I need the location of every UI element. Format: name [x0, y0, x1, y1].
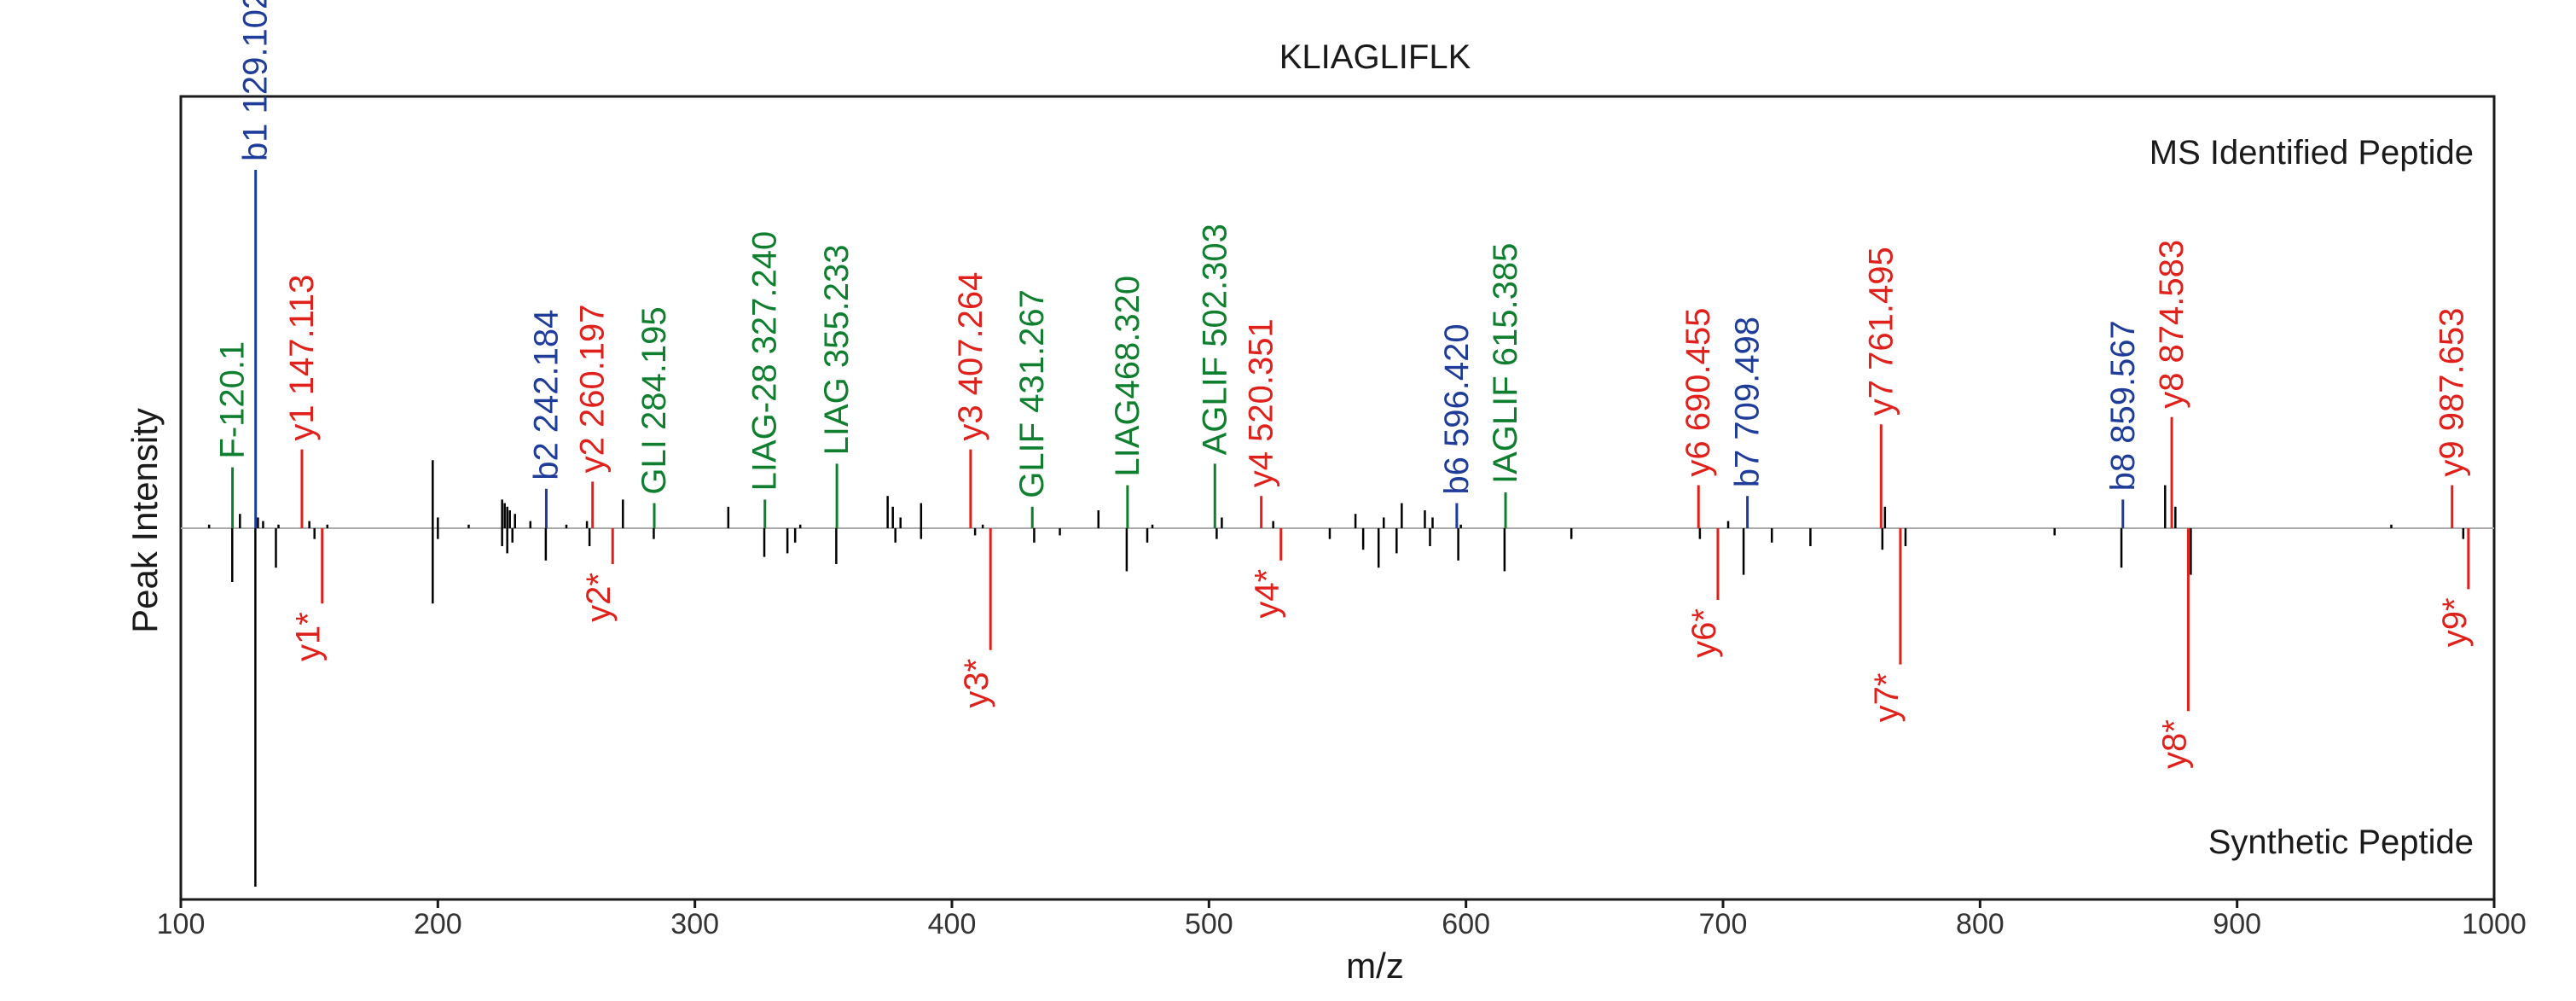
- bottom-peak-label: y8*: [2155, 719, 2193, 769]
- top-peak-label: b7 709.498: [1729, 317, 1767, 487]
- bottom-panel-label: Synthetic Peptide: [2208, 823, 2474, 861]
- x-axis-label: m/z: [1346, 946, 1404, 986]
- top-peak-label: F-120.1: [214, 341, 252, 459]
- top-peak-label: LIAG 355.233: [818, 245, 856, 456]
- top-peak-label: LIAG-28 327.240: [746, 231, 784, 492]
- top-peak-label: b8 859.567: [2104, 320, 2142, 491]
- top-panel-label: MS Identified Peptide: [2150, 134, 2474, 172]
- top-peak-label: y1 147.113: [283, 275, 321, 441]
- bottom-peak-label: y2*: [580, 573, 618, 622]
- bottom-peak-label: y7*: [1868, 673, 1906, 723]
- top-peak-label: y8 874.583: [2153, 240, 2190, 409]
- x-axis-ticks: 100 200 300 400 500 600 700 800 900 1000: [157, 899, 2527, 940]
- x-tick-label: 400: [928, 908, 977, 940]
- bottom-peak-label: y6*: [1685, 608, 1723, 658]
- bottom-spectrum-peaks: [231, 528, 2470, 887]
- bottom-peak-label: y3*: [958, 659, 995, 708]
- x-tick-label: 200: [414, 908, 462, 940]
- chart-title: KLIAGLIFLK: [1279, 38, 1471, 76]
- top-spectrum-peaks: [207, 170, 2454, 528]
- top-peak-label: b1 129.102: [237, 0, 275, 161]
- top-peak-label: b2 242.184: [527, 310, 565, 480]
- x-tick-label: 300: [670, 908, 719, 940]
- bottom-peak-label: y9*: [2436, 597, 2474, 647]
- top-peak-label: y3 407.264: [952, 272, 989, 441]
- top-peak-label: LIAG468.320: [1109, 276, 1146, 477]
- x-tick-label: 700: [1699, 908, 1748, 940]
- top-peak-label: AGLIF 502.303: [1196, 224, 1233, 455]
- x-tick-label: 900: [2213, 908, 2261, 940]
- top-peak-label: y4 520.351: [1243, 318, 1280, 487]
- top-peak-label: y9 987.653: [2434, 308, 2471, 477]
- bottom-peak-label: y1*: [290, 612, 328, 661]
- x-tick-label: 600: [1442, 908, 1490, 940]
- plot-frame: [179, 95, 2496, 901]
- y-axis-label: Peak Intensity: [125, 408, 165, 633]
- x-tick-label: 100: [157, 908, 206, 940]
- x-tick-label: 500: [1185, 908, 1233, 940]
- top-peak-label: y7 761.495: [1862, 247, 1900, 416]
- x-tick-label: 1000: [2462, 908, 2527, 940]
- top-peak-label: GLIF 431.267: [1013, 289, 1051, 498]
- bottom-peak-label: y4*: [1249, 569, 1286, 619]
- top-peak-label: y2 260.197: [574, 304, 612, 473]
- top-peak-label: IAGLIF 615.385: [1487, 243, 1524, 484]
- top-peak-label: b6 596.420: [1438, 323, 1476, 494]
- x-tick-label: 800: [1956, 908, 2005, 940]
- peak-labels: F-120.1 b1 129.102 y1 147.113 b2 242.184 y2 …: [214, 0, 2474, 769]
- top-peak-label: GLI 284.195: [635, 306, 673, 494]
- top-peak-label: y6 690.455: [1680, 308, 1717, 477]
